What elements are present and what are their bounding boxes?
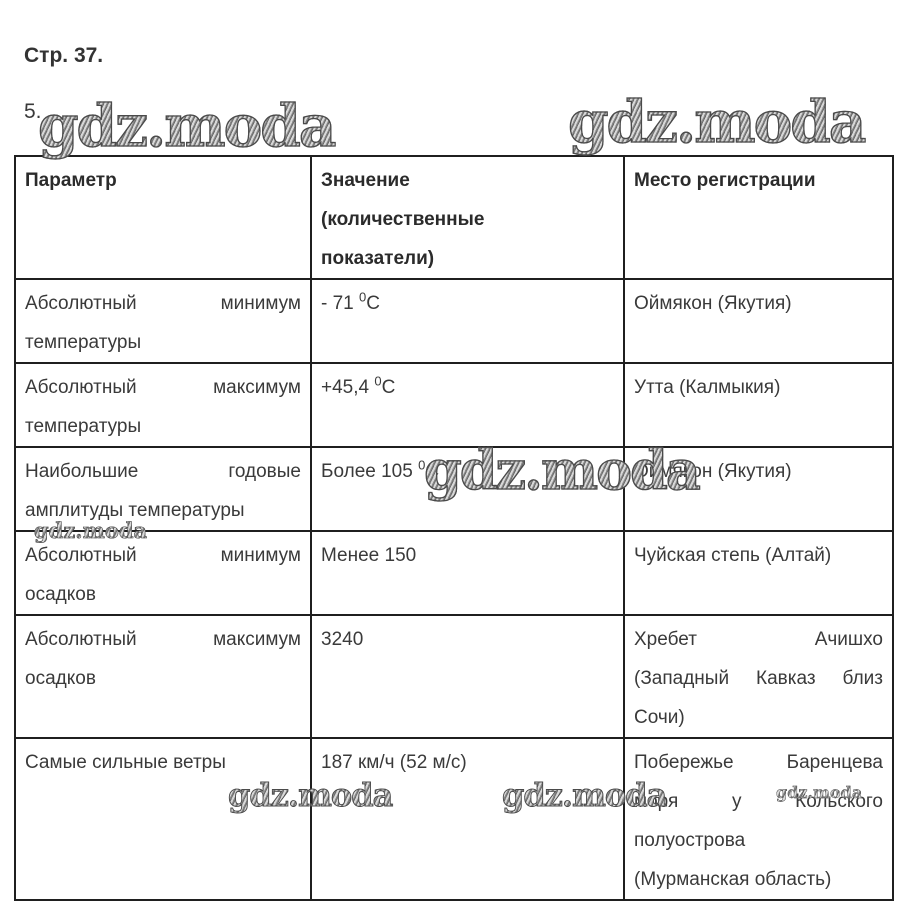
table-cell: - 71 0С [310, 278, 625, 364]
table-cell: Значение (количественные показатели) [310, 155, 625, 280]
table-cell: Менее 150 [310, 530, 625, 616]
table-row: Абсолютный максимум осадков 3240 Хребет Ачишх… [14, 614, 894, 739]
page-label: Стр. 37. [24, 44, 104, 67]
table-cell: Чуйская степь (Алтай) [623, 530, 894, 616]
cell-line: (количественные [321, 209, 485, 230]
cell-line: Сочи) [634, 707, 685, 728]
cell-line: показатели) [321, 248, 435, 269]
table-row: Самые сильные ветры 187 км/ч (52 м/с) Побе… [14, 737, 894, 901]
climate-records-table: Параметр Значение (количественные показател… [14, 155, 894, 901]
table-cell: Утта (Калмыкия) [623, 362, 894, 448]
table-cell: Более 105 0С [310, 446, 625, 532]
cell-line: Значение [321, 170, 410, 191]
table-cell: Место регистрации [623, 155, 894, 280]
cell-line: Место регистрации [634, 170, 816, 191]
cell-line: Параметр [25, 170, 117, 191]
table-cell: Абсолютный минимум осадков [14, 530, 312, 616]
cell-line: полуострова [634, 830, 746, 851]
cell-line: (Западный Кавказ близ [634, 668, 883, 689]
table-cell: Оймякон (Якутия) [623, 446, 894, 532]
cell-line: - 71 0С [321, 289, 380, 314]
cell-line: 3240 [321, 629, 364, 650]
cell-line: Оймякон (Якутия) [634, 293, 792, 314]
table-header-row: Параметр Значение (количественные показател… [14, 155, 894, 280]
table-cell: Самые сильные ветры [14, 737, 312, 901]
cell-line: моря у Кольского [634, 791, 883, 812]
cell-line: Более 105 0С [321, 457, 440, 482]
table-row: Абсолютный минимум температуры - 71 0С Оймяк… [14, 278, 894, 364]
cell-line: Чуйская степь (Алтай) [634, 545, 832, 566]
cell-line: температуры [25, 332, 142, 353]
item-number: 5. [24, 100, 42, 123]
gdz-moda-watermark: gdz.moda [37, 91, 337, 160]
cell-line: Утта (Калмыкия) [634, 377, 781, 398]
table-header: Параметр Значение (количественные показател… [14, 155, 894, 280]
cell-line: амплитуды температуры [25, 500, 245, 521]
cell-line: +45,4 0С [321, 373, 396, 398]
cell-line: Абсолютный минимум [25, 545, 301, 566]
cell-line: температуры [25, 416, 142, 437]
cell-line: Абсолютный максимум [25, 377, 301, 398]
cell-line: (Мурманская область) [634, 869, 832, 890]
cell-line: Абсолютный минимум [25, 293, 301, 314]
cell-line: Побережье Баренцева [634, 752, 883, 773]
table-cell: Абсолютный минимум температуры [14, 278, 312, 364]
cell-line: 187 км/ч (52 м/с) [321, 752, 467, 773]
table-cell: Побережье Баренцева моря у Кольского полуостр… [623, 737, 894, 901]
table-cell: 3240 [310, 614, 625, 739]
table-cell: Абсолютный максимум температуры [14, 362, 312, 448]
cell-line: Менее 150 [321, 545, 417, 566]
table-cell: Хребет Ачишхо (Западный Кавказ близ Сочи) [623, 614, 894, 739]
table-row: Абсолютный максимум температуры +45,4 0С Утт… [14, 362, 894, 448]
cell-line: Хребет Ачишхо [634, 629, 883, 650]
cell-line: Абсолютный максимум [25, 629, 301, 650]
cell-line: Оймякон (Якутия) [634, 461, 792, 482]
table-row: Абсолютный минимум осадков Менее 150 Чуйская… [14, 530, 894, 616]
cell-line: Самые сильные ветры [25, 752, 226, 773]
cell-line: Наибольшие годовые [25, 461, 301, 482]
table-row: Наибольшие годовые амплитуды температуры Бо… [14, 446, 894, 532]
table-cell: 187 км/ч (52 м/с) [310, 737, 625, 901]
gdz-moda-watermark: gdz.moda [567, 87, 867, 156]
table-cell: Наибольшие годовые амплитуды температуры [14, 446, 312, 532]
table-body: Абсолютный минимум температуры - 71 0С Оймяк… [14, 278, 894, 901]
table-cell: Абсолютный максимум осадков [14, 614, 312, 739]
table-cell: Параметр [14, 155, 312, 280]
cell-line: осадков [25, 584, 96, 605]
table-cell: Оймякон (Якутия) [623, 278, 894, 364]
cell-line: осадков [25, 668, 96, 689]
table-cell: +45,4 0С [310, 362, 625, 448]
